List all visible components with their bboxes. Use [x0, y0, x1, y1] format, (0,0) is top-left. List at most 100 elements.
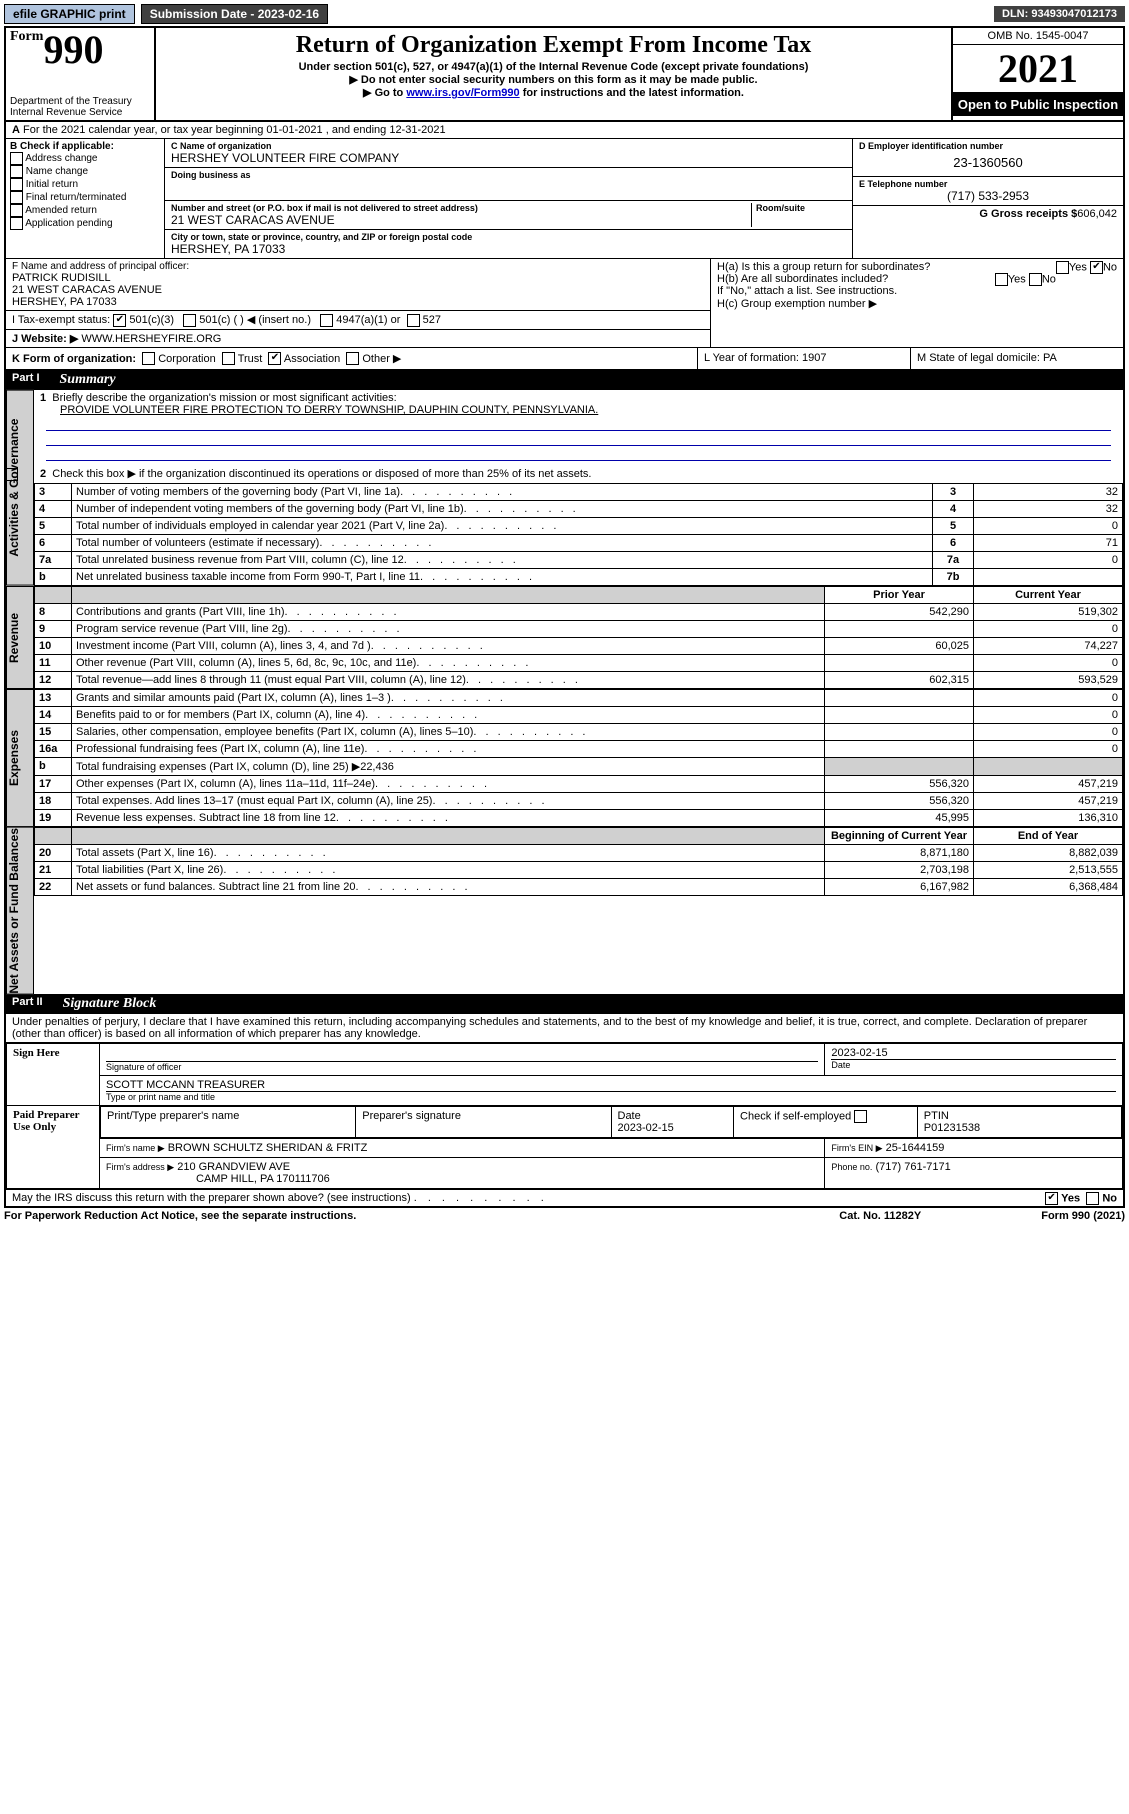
form-prefix: Form — [10, 29, 43, 44]
4947-checkbox[interactable] — [320, 314, 333, 327]
netassets-table: Beginning of Current YearEnd of Year20To… — [34, 827, 1123, 896]
colb-checkbox[interactable] — [10, 191, 23, 204]
website-label: J Website: ▶ — [12, 333, 78, 345]
form-header: Form990 Department of the Treasury Inter… — [6, 28, 1123, 122]
form-note1: ▶ Do not enter social security numbers o… — [162, 73, 945, 86]
firm-addr2: CAMP HILL, PA 170111706 — [196, 1173, 330, 1185]
form-container: Form990 Department of the Treasury Inter… — [4, 26, 1125, 1208]
efile-button[interactable]: efile GRAPHIC print — [4, 4, 135, 24]
colb-checkbox[interactable] — [10, 165, 23, 178]
street-value: 21 WEST CARACAS AVENUE — [171, 213, 751, 227]
state-domicile: M State of legal domicile: PA — [911, 348, 1123, 370]
501c-checkbox[interactable] — [183, 314, 196, 327]
hb-note: If "No," attach a list. See instructions… — [717, 285, 1117, 297]
city-value: HERSHEY, PA 17033 — [171, 242, 846, 256]
phone-value: (717) 533-2953 — [859, 189, 1117, 203]
header-right-cell: OMB No. 1545-0047 2021 Open to Public In… — [951, 28, 1123, 120]
instructions-link[interactable]: www.irs.gov/Form990 — [406, 87, 519, 99]
part1-header: Part I Summary — [6, 370, 1123, 390]
fh-block: F Name and address of principal officer:… — [6, 259, 1123, 348]
colb-checkbox[interactable] — [10, 204, 23, 217]
part2-header: Part II Signature Block — [6, 994, 1123, 1014]
col-b-label: B Check if applicable: — [10, 141, 160, 152]
q1-label: Briefly describe the organization's miss… — [52, 392, 396, 404]
501c3-checkbox[interactable] — [113, 314, 126, 327]
signature-table: Sign Here Signature of officer 2023-02-1… — [6, 1043, 1123, 1189]
self-employed-checkbox[interactable] — [854, 1110, 867, 1123]
sign-here-label: Sign Here — [7, 1044, 100, 1106]
officer-sig-name: SCOTT MCCANN TREASURER — [106, 1079, 1116, 1091]
print-name-label: Print/Type preparer's name — [101, 1107, 356, 1138]
sig-date-label: Date — [831, 1060, 1116, 1070]
website-value: WWW.HERSHEYFIRE.ORG — [81, 333, 221, 345]
open-public-badge: Open to Public Inspection — [953, 93, 1123, 116]
submission-date-button[interactable]: Submission Date - 2023-02-16 — [141, 4, 328, 24]
hb-yes-checkbox[interactable] — [995, 273, 1008, 286]
part1-expenses: Expenses 13Grants and similar amounts pa… — [6, 689, 1123, 827]
dept-label: Department of the Treasury — [10, 96, 150, 107]
colb-checkbox[interactable] — [10, 178, 23, 191]
gross-receipts: G Gross receipts $606,042 — [853, 206, 1123, 222]
city-label: City or town, state or province, country… — [171, 232, 846, 242]
irs-label: Internal Revenue Service — [10, 107, 150, 118]
governance-table: 3Number of voting members of the governi… — [34, 483, 1123, 586]
form-number-cell: Form990 Department of the Treasury Inter… — [6, 28, 156, 120]
colb-checkbox[interactable] — [10, 152, 23, 165]
mission-text: PROVIDE VOLUNTEER FIRE PROTECTION TO DER… — [60, 404, 598, 416]
header-title-cell: Return of Organization Exempt From Incom… — [156, 28, 951, 120]
form-subtitle: Under section 501(c), 527, or 4947(a)(1)… — [162, 61, 945, 73]
discuss-yes-checkbox[interactable] — [1045, 1192, 1058, 1205]
street-label: Number and street (or P.O. box if mail i… — [171, 203, 751, 213]
room-label: Room/suite — [756, 203, 846, 213]
form-note2: ▶ Go to www.irs.gov/Form990 for instruct… — [162, 86, 945, 99]
col-c: C Name of organization HERSHEY VOLUNTEER… — [165, 139, 853, 258]
tab-governance: Activities & Governance — [6, 390, 34, 586]
tab-netassets: Net Assets or Fund Balances — [6, 827, 34, 995]
officer-street: 21 WEST CARACAS AVENUE — [12, 284, 704, 296]
colb-checkbox[interactable] — [10, 217, 23, 230]
ha-yes-checkbox[interactable] — [1056, 261, 1069, 274]
hb-line: H(b) Are all subordinates included? Yes … — [717, 273, 1117, 285]
year-formation: L Year of formation: 1907 — [698, 348, 911, 370]
part1-revenue: Revenue Prior YearCurrent Year8Contribut… — [6, 586, 1123, 689]
type-name-label: Type or print name and title — [106, 1092, 1116, 1102]
hb-no-checkbox[interactable] — [1029, 273, 1042, 286]
ha-line: H(a) Is this a group return for subordin… — [717, 261, 1117, 273]
part1-netassets: Net Assets or Fund Balances Beginning of… — [6, 827, 1123, 995]
firm-phone: (717) 761-7171 — [876, 1161, 951, 1173]
officer-name: PATRICK RUDISILL — [12, 272, 704, 284]
sig-officer-label: Signature of officer — [106, 1062, 818, 1072]
527-checkbox[interactable] — [407, 314, 420, 327]
phone-label: E Telephone number — [859, 179, 1117, 189]
firm-addr1: 210 GRANDVIEW AVE — [177, 1161, 290, 1173]
tab-revenue: Revenue — [6, 586, 34, 689]
k-checkbox[interactable] — [346, 352, 359, 365]
ein-value: 23-1360560 — [859, 151, 1117, 174]
k-checkbox[interactable] — [222, 352, 235, 365]
footer-mid: Cat. No. 11282Y — [839, 1210, 921, 1222]
k-checkbox[interactable] — [142, 352, 155, 365]
prep-sig-label: Preparer's signature — [356, 1107, 611, 1138]
q2-label: Check this box ▶ if the organization dis… — [52, 468, 591, 480]
k-checkbox[interactable] — [268, 352, 281, 365]
bcd-block: B Check if applicable: Address change Na… — [6, 139, 1123, 259]
ha-no-checkbox[interactable] — [1090, 261, 1103, 274]
col-d: D Employer identification number 23-1360… — [853, 139, 1123, 258]
q2-checkbox[interactable] — [5, 468, 18, 481]
footer-left: For Paperwork Reduction Act Notice, see … — [4, 1210, 356, 1222]
org-name: HERSHEY VOLUNTEER FIRE COMPANY — [171, 151, 846, 165]
discuss-no-checkbox[interactable] — [1086, 1192, 1099, 1205]
self-employed-check: Check if self-employed — [734, 1107, 918, 1138]
org-name-label: C Name of organization — [171, 141, 846, 151]
tax-year: 2021 — [953, 45, 1123, 93]
col-b: B Check if applicable: Address change Na… — [6, 139, 165, 258]
top-bar: efile GRAPHIC print Submission Date - 20… — [4, 4, 1125, 24]
dln-label: DLN: 93493047012173 — [994, 6, 1125, 22]
discuss-line: May the IRS discuss this return with the… — [6, 1189, 1123, 1206]
officer-label: F Name and address of principal officer: — [12, 261, 704, 272]
dba-label: Doing business as — [171, 170, 846, 180]
klm-block: K Form of organization: Corporation Trus… — [6, 348, 1123, 371]
tab-expenses: Expenses — [6, 689, 34, 827]
firm-name: BROWN SCHULTZ SHERIDAN & FRITZ — [168, 1142, 368, 1154]
omb-number: OMB No. 1545-0047 — [953, 28, 1123, 45]
